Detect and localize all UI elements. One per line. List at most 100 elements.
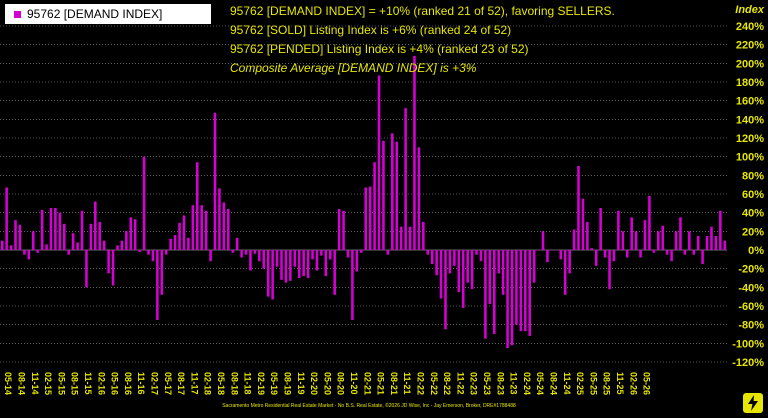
annotation-sold-index: 95762 [SOLD] Listing Index is +6% (ranke…	[230, 23, 512, 37]
data-bar	[9, 245, 13, 250]
data-bar	[311, 250, 314, 260]
data-bar	[266, 250, 270, 297]
data-bar	[209, 250, 212, 262]
data-bar	[537, 250, 540, 251]
y-tick-label: 40%	[742, 208, 764, 220]
data-bar	[111, 250, 115, 286]
data-bar	[683, 250, 687, 255]
data-bar	[5, 187, 8, 250]
data-bar	[395, 141, 399, 250]
y-tick-label: 60%	[742, 189, 764, 201]
data-bar	[719, 210, 722, 250]
data-bar	[164, 250, 168, 255]
data-bar	[630, 217, 633, 250]
data-bar	[572, 229, 576, 250]
legend-swatch	[14, 10, 21, 18]
data-bar	[18, 224, 22, 250]
data-bar	[195, 162, 199, 250]
data-bar	[156, 250, 159, 320]
data-bar	[386, 250, 390, 255]
data-bar	[306, 250, 310, 278]
data-bar	[368, 186, 372, 250]
x-axis-ticks: 05-14 08-14 11-14 02-15 05-15 08-15 11-15 02-16…	[3, 372, 651, 395]
gridlines	[0, 25, 727, 363]
data-bar	[89, 223, 93, 250]
data-bar	[360, 250, 363, 253]
data-bar	[275, 250, 279, 267]
data-bar	[222, 202, 226, 250]
data-bar	[670, 250, 673, 262]
data-bar	[586, 222, 589, 250]
data-bar	[497, 250, 500, 274]
x-tick-label: 05-19	[269, 372, 279, 395]
x-tick-label: 05-22	[429, 372, 439, 395]
data-bar	[182, 215, 186, 250]
data-bar	[262, 250, 266, 269]
x-tick-label: 08-14	[17, 372, 27, 395]
y-tick-label: 220%	[736, 40, 764, 52]
x-tick-label: 02-16	[96, 372, 106, 395]
data-bar	[417, 147, 421, 250]
data-bar	[453, 250, 456, 266]
y-tick-label: -120%	[732, 357, 764, 369]
data-bar	[377, 75, 381, 250]
data-bar	[617, 210, 620, 250]
data-bar	[696, 236, 700, 250]
data-bar	[373, 162, 376, 250]
data-bar	[94, 201, 97, 250]
y-tick-label: -100%	[732, 338, 764, 350]
data-bar	[391, 133, 394, 250]
data-bar	[399, 226, 403, 250]
y-tick-label: -40%	[738, 282, 764, 294]
data-bar	[510, 250, 514, 346]
x-tick-label: 08-24	[548, 372, 558, 395]
data-bar	[62, 223, 66, 250]
data-bar	[227, 208, 230, 250]
data-bar	[116, 245, 119, 250]
data-bar	[320, 250, 323, 256]
x-tick-label: 08-16	[123, 372, 133, 395]
data-bar	[492, 250, 496, 334]
data-bar	[435, 250, 438, 276]
data-bar	[160, 250, 164, 295]
data-bar	[324, 250, 328, 277]
y-tick-label: 200%	[736, 58, 764, 70]
data-bar	[643, 220, 647, 250]
data-bar	[297, 250, 301, 278]
data-bar	[235, 237, 239, 250]
x-tick-label: 02-25	[575, 372, 585, 395]
y-tick-label: 80%	[742, 170, 764, 182]
data-bar	[98, 222, 102, 250]
data-bar	[58, 212, 62, 250]
data-bar	[76, 242, 79, 250]
data-bar	[240, 250, 243, 258]
x-tick-label: 08-19	[282, 372, 292, 395]
data-bar	[213, 112, 217, 250]
data-bar	[31, 231, 35, 250]
x-tick-label: 02-22	[415, 372, 425, 395]
x-tick-label: 11-22	[455, 372, 465, 395]
x-tick-label: 05-15	[56, 372, 66, 395]
x-tick-label: 08-25	[602, 372, 612, 395]
data-bar	[315, 250, 319, 271]
data-bar	[40, 209, 44, 250]
data-bar	[71, 233, 75, 250]
data-bar	[382, 140, 385, 250]
y-tick-label: -80%	[738, 320, 764, 332]
data-bar	[714, 236, 718, 250]
x-tick-label: 11-21	[402, 372, 412, 395]
x-tick-label: 05-16	[110, 372, 120, 395]
data-bar	[355, 250, 359, 272]
y-tick-label: 20%	[742, 226, 764, 238]
data-bar	[54, 208, 57, 250]
data-bar	[328, 250, 332, 260]
x-tick-label: 08-21	[389, 372, 399, 395]
x-tick-label: 05-14	[3, 372, 13, 395]
data-bar	[444, 250, 447, 330]
data-bar	[723, 240, 727, 250]
data-bar	[244, 250, 248, 255]
data-bar	[284, 250, 288, 283]
data-bar	[271, 250, 274, 300]
data-bar	[85, 250, 88, 288]
x-tick-label: 05-17	[163, 372, 173, 395]
